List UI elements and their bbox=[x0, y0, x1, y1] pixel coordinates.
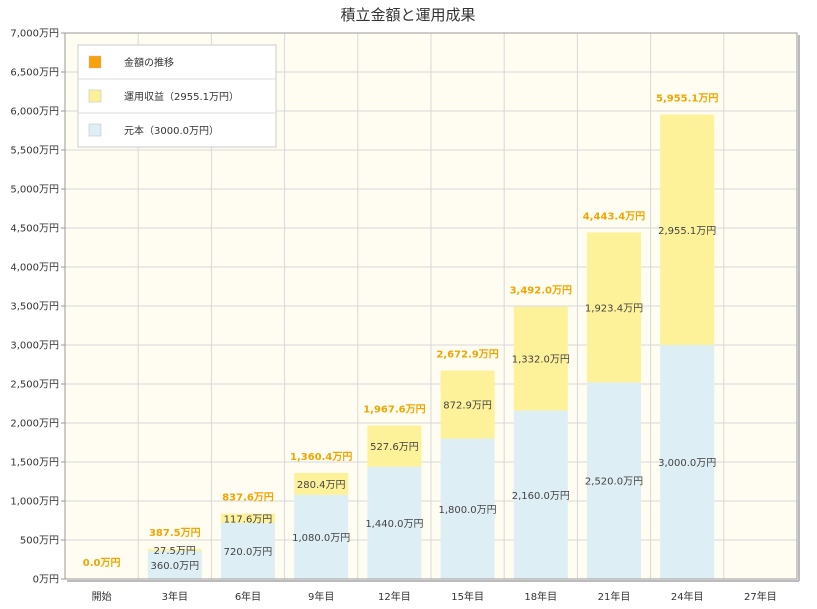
y-tick-label: 4,500万円 bbox=[10, 224, 59, 235]
data-label-principal: 360.0万円 bbox=[150, 561, 199, 572]
y-tick-label: 3,500万円 bbox=[10, 302, 59, 313]
x-tick-label: 開始 bbox=[92, 590, 112, 603]
data-label-principal: 1,080.0万円 bbox=[292, 533, 350, 544]
legend-label-principal[interactable]: 元本（3000.0万円） bbox=[124, 124, 219, 137]
bar-principal-4 bbox=[367, 466, 422, 579]
bar-principal-1 bbox=[147, 550, 202, 579]
x-tick-label: 12年目 bbox=[378, 590, 411, 603]
data-label-return: 280.4万円 bbox=[297, 480, 346, 491]
data-label-total: 1,967.6万円 bbox=[363, 404, 425, 416]
x-tick-label: 18年目 bbox=[524, 590, 557, 603]
bar-return-5 bbox=[440, 370, 495, 439]
y-tick-label: 5,000万円 bbox=[10, 185, 59, 196]
data-label-total: 4,443.4万円 bbox=[583, 210, 645, 222]
data-label-principal: 720.0万円 bbox=[224, 547, 273, 558]
data-label-return: 117.6万円 bbox=[224, 514, 273, 525]
bar-return-3 bbox=[294, 472, 349, 495]
legend-swatch-total bbox=[88, 55, 102, 69]
data-label-principal: 2,520.0万円 bbox=[585, 477, 643, 488]
y-tick-label: 5,500万円 bbox=[10, 146, 59, 157]
bar-return-7 bbox=[587, 232, 641, 383]
data-label-total: 0.0万円 bbox=[83, 557, 121, 569]
y-tick-label: 1,000万円 bbox=[10, 497, 59, 508]
data-label-return: 527.6万円 bbox=[370, 442, 419, 453]
data-label-total: 5,955.1万円 bbox=[656, 93, 718, 105]
y-tick-label: 3,000万円 bbox=[10, 341, 59, 352]
legend-label-total[interactable]: 金額の推移 bbox=[124, 56, 174, 69]
bar-principal-2 bbox=[221, 522, 275, 579]
x-tick-label: 3年目 bbox=[162, 590, 188, 603]
bar-principal-3 bbox=[294, 494, 349, 579]
data-label-principal: 2,160.0万円 bbox=[512, 491, 570, 502]
x-tick-label: 15年目 bbox=[451, 590, 484, 603]
data-label-principal: 3,000.0万円 bbox=[658, 458, 716, 469]
bar-principal-6 bbox=[513, 410, 568, 579]
legend-swatch-principal bbox=[88, 123, 102, 137]
data-label-total: 3,492.0万円 bbox=[510, 285, 572, 297]
bar-return-2 bbox=[221, 513, 275, 523]
data-label-total: 387.5万円 bbox=[149, 527, 201, 539]
data-label-total: 1,360.4万円 bbox=[290, 451, 352, 463]
chart-title: 積立金額と運用成果 bbox=[340, 6, 475, 24]
x-tick-label: 27年目 bbox=[744, 590, 777, 603]
data-label-return: 2,955.1万円 bbox=[658, 226, 716, 237]
legend-box bbox=[77, 44, 277, 148]
y-tick-label: 2,000万円 bbox=[10, 419, 59, 430]
data-label-return: 872.9万円 bbox=[443, 401, 492, 412]
y-tick-label: 0万円 bbox=[33, 575, 59, 586]
y-tick-label: 2,500万円 bbox=[10, 380, 59, 391]
y-tick-label: 500万円 bbox=[20, 536, 59, 547]
bar-return-6 bbox=[513, 306, 568, 411]
y-tick-label: 7,000万円 bbox=[10, 29, 59, 40]
data-label-total: 837.6万円 bbox=[222, 492, 274, 504]
x-tick-label: 9年目 bbox=[308, 590, 334, 603]
bar-return-1 bbox=[147, 548, 202, 551]
data-label-return: 1,332.0万円 bbox=[512, 355, 570, 366]
data-label-return: 1,923.4万円 bbox=[585, 303, 643, 314]
y-tick-label: 6,500万円 bbox=[10, 68, 59, 79]
y-tick-label: 4,000万円 bbox=[10, 263, 59, 274]
bar-principal-7 bbox=[587, 382, 641, 579]
bar-return-4 bbox=[367, 425, 422, 467]
legend-swatch-return bbox=[88, 89, 102, 103]
bar-principal-8 bbox=[660, 345, 715, 579]
x-tick-label: 24年目 bbox=[671, 590, 704, 603]
data-label-total: 2,672.9万円 bbox=[436, 349, 498, 361]
data-label-principal: 1,440.0万円 bbox=[365, 519, 423, 530]
data-label-principal: 1,800.0万円 bbox=[439, 505, 497, 516]
y-tick-label: 1,500万円 bbox=[10, 458, 59, 469]
x-tick-label: 21年目 bbox=[598, 590, 631, 603]
bar-return-8 bbox=[660, 114, 715, 345]
data-label-return: 27.5万円 bbox=[154, 546, 196, 557]
x-tick-label: 6年目 bbox=[235, 590, 261, 603]
bar-principal-5 bbox=[440, 438, 495, 579]
y-tick-label: 6,000万円 bbox=[10, 107, 59, 118]
legend-label-return[interactable]: 運用収益（2955.1万円） bbox=[124, 90, 239, 103]
